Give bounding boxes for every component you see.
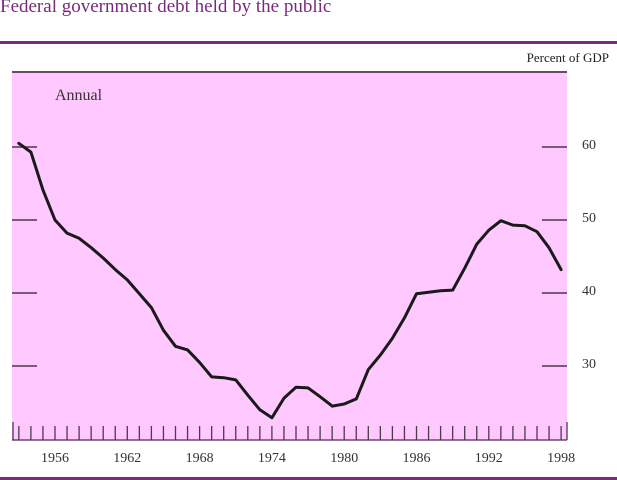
y-tick-label: 50	[582, 211, 596, 226]
y-tick-label: 30	[582, 357, 596, 372]
x-tick-label: 1998	[547, 451, 576, 466]
y-axis-units-label: Percent of GDP	[526, 50, 609, 65]
frequency-annotation: Annual	[55, 87, 103, 104]
chart-title: Federal government debt held by the publ…	[0, 0, 332, 17]
x-tick-label: 1986	[402, 451, 431, 466]
bottom-rule	[0, 477, 617, 480]
x-tick-label: 1962	[113, 451, 142, 466]
x-tick-label: 1968	[185, 451, 214, 466]
plot-area	[12, 72, 567, 440]
title-rule	[0, 41, 617, 44]
x-tick-label: 1956	[41, 451, 69, 466]
y-tick-label: 40	[582, 284, 596, 299]
x-tick-label: 1980	[330, 451, 359, 466]
debt-series-line	[17, 141, 563, 420]
x-tick-label: 1992	[474, 451, 503, 466]
x-tick-label: 1974	[257, 451, 286, 466]
y-tick-label: 60	[582, 138, 596, 153]
